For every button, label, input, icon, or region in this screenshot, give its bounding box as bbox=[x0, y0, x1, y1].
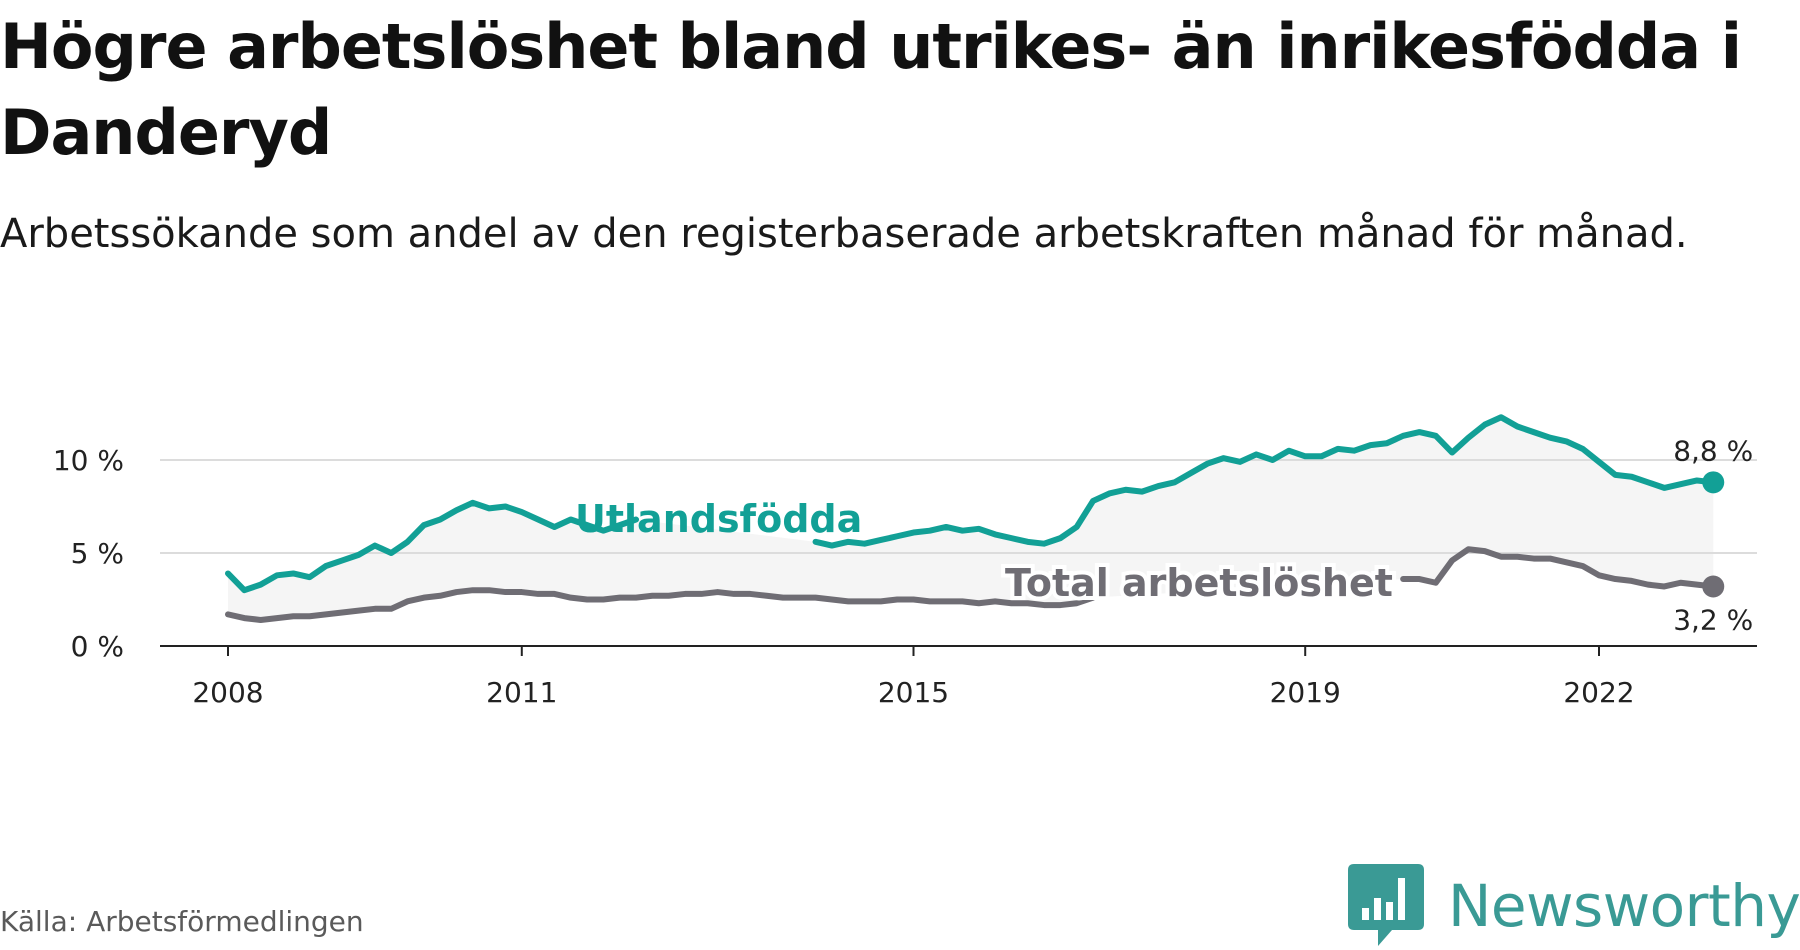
series-line-utlandsfodda bbox=[812, 414, 1717, 549]
y-tick-label: 0 % bbox=[71, 630, 124, 663]
series-label-utlandsfodda: Utlandsfödda bbox=[575, 497, 862, 541]
chart-bubble-icon bbox=[1348, 864, 1424, 946]
series-label-total: Total arbetslöshet bbox=[1005, 561, 1393, 605]
x-tick-label: 2008 bbox=[192, 676, 263, 709]
gap-band bbox=[228, 417, 1714, 620]
x-tick-label: 2019 bbox=[1270, 676, 1341, 709]
y-tick-label: 10 % bbox=[53, 444, 124, 477]
series-end-value-label: 8,8 % bbox=[1673, 434, 1753, 467]
source-note: Källa: Arbetsförmedlingen bbox=[0, 905, 364, 938]
series-labels: 8,8 % 3,2 % Utlandsfödda Total arbetslöshet bbox=[575, 434, 1753, 636]
series-line-total bbox=[1400, 546, 1717, 590]
y-tick-label: 5 % bbox=[71, 537, 124, 570]
brand-name: Newsworthy bbox=[1448, 872, 1800, 940]
series-endpoint-utlandsfodda bbox=[1702, 471, 1725, 494]
x-tick-label: 2011 bbox=[486, 676, 557, 709]
series-end-value-label: 3,2 % bbox=[1673, 603, 1753, 636]
series-line-total bbox=[225, 587, 1097, 623]
chart-title: Högre arbetslöshet bland utrikes- än inr… bbox=[0, 10, 1742, 169]
series-endpoint-total bbox=[1702, 575, 1725, 598]
x-tick-label: 2022 bbox=[1563, 676, 1634, 709]
series-line-utlandsfodda bbox=[225, 499, 640, 594]
x-tick-label: 2015 bbox=[878, 676, 949, 709]
series-lines bbox=[225, 414, 1725, 623]
chart-subtitle: Arbetssökande som andel av den registerb… bbox=[0, 211, 1688, 257]
axes: 0 % 5 % 10 % 2008 2011 2015 2019 2022 bbox=[53, 444, 1757, 709]
band-layer bbox=[228, 417, 1714, 620]
